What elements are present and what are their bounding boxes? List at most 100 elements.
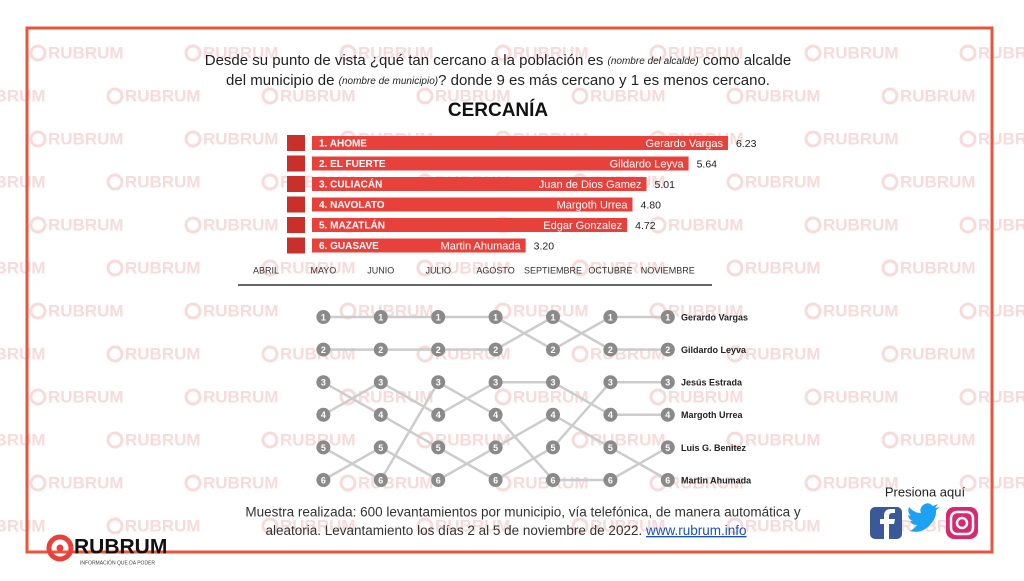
watermark-logo xyxy=(416,87,434,105)
rank-number: 4 xyxy=(608,410,613,420)
watermark-logo xyxy=(804,44,822,62)
watermark: RUBRUM xyxy=(668,473,744,492)
rank-marker xyxy=(660,342,675,357)
rank-number: 2 xyxy=(550,345,555,355)
rank-number: 6 xyxy=(665,475,670,485)
row-icon xyxy=(287,135,305,151)
watermark: RUBRUM xyxy=(823,215,899,234)
rank-marker xyxy=(603,310,618,324)
rank-number: 4 xyxy=(550,410,555,420)
watermark: RUBRUM xyxy=(125,344,201,363)
watermark: RUBRUM xyxy=(435,516,511,535)
series-label: Gildardo Leyva xyxy=(681,345,747,355)
watermark: RUBRUM xyxy=(978,387,1024,406)
watermark-logo xyxy=(959,44,977,62)
row-icon xyxy=(287,196,305,213)
watermark: RUBRUM xyxy=(203,43,279,62)
footer-line2: aleatoria. Levantamiento los días 2 al 5… xyxy=(265,523,746,538)
row-icon xyxy=(287,237,305,254)
watermark-logo xyxy=(106,259,124,277)
series-label: Gerardo Vargas xyxy=(681,312,748,322)
watermark-logo xyxy=(649,388,667,406)
watermark: RUBRUM xyxy=(900,344,976,363)
rank-number: 3 xyxy=(436,378,441,388)
value-label: 5.64 xyxy=(697,158,718,170)
watermark-logo xyxy=(881,345,899,363)
watermark-logo xyxy=(804,130,822,148)
footer-link[interactable]: www.rubrum.info xyxy=(645,523,747,538)
watermark-logo xyxy=(416,259,434,277)
logo-tagline: INFORMACIÓN QUE DA PODER xyxy=(80,559,155,566)
rank-number: 2 xyxy=(321,345,326,355)
social-label: Presiona aquí xyxy=(885,484,966,499)
watermark: RUBRUM xyxy=(590,86,666,105)
rank-number: 2 xyxy=(608,345,613,355)
watermark: RUBRUM xyxy=(435,258,511,277)
watermark: RUBRUM xyxy=(823,43,899,62)
question-line2: del municipio de (nombre de municipio)? … xyxy=(226,72,770,89)
watermark-logo xyxy=(959,130,977,148)
rank-number: 1 xyxy=(493,312,498,322)
watermark: RUBRUM xyxy=(668,301,744,320)
watermark-logo xyxy=(261,345,279,363)
rank-number: 6 xyxy=(436,475,441,485)
watermark: RUBRUM xyxy=(668,43,744,62)
watermark-logo xyxy=(261,517,279,535)
watermark-logo xyxy=(29,474,47,492)
value-label: 5.01 xyxy=(655,179,676,191)
watermark-logo xyxy=(29,44,47,62)
bar xyxy=(312,218,628,232)
rank-marker xyxy=(603,375,618,390)
watermark-logo xyxy=(649,44,667,62)
watermark: RUBRUM xyxy=(203,129,279,148)
watermark-logo xyxy=(106,517,124,535)
watermark-logo xyxy=(804,302,822,320)
instagram-icon[interactable] xyxy=(946,507,978,539)
rank-marker xyxy=(373,407,388,422)
watermark: RUBRUM xyxy=(745,172,821,191)
watermark-logo xyxy=(184,216,202,234)
watermark-logo xyxy=(959,388,977,406)
category-label: 6. GUASAVE xyxy=(319,241,379,252)
rank-marker xyxy=(488,375,503,390)
value-label: 4.80 xyxy=(640,199,661,211)
twitter-icon[interactable] xyxy=(908,503,940,532)
frame xyxy=(25,26,994,554)
watermark: RUBRUM xyxy=(900,172,976,191)
watermark-logo xyxy=(804,216,822,234)
watermark: RUBRUM xyxy=(48,387,124,406)
rank-marker xyxy=(316,440,331,455)
watermark: RUBRUM xyxy=(280,430,356,449)
month-label: JULIO xyxy=(425,265,451,275)
value-label: 4.72 xyxy=(635,220,656,232)
watermark-logo xyxy=(106,173,124,191)
rank-marker xyxy=(488,407,503,422)
watermark: RUBRUM xyxy=(48,301,124,320)
rank-marker xyxy=(546,407,560,422)
rank-number: 5 xyxy=(321,443,326,453)
rank-number: 5 xyxy=(493,443,498,453)
rank-number: 5 xyxy=(608,443,613,453)
rank-number: 6 xyxy=(493,475,498,485)
watermark-logo xyxy=(29,302,47,320)
rank-marker xyxy=(660,473,675,487)
watermark: RUBRUM xyxy=(823,301,899,320)
watermark: RUBRUM xyxy=(280,86,356,105)
watermark: RUBRUM xyxy=(203,301,279,320)
watermark-logo xyxy=(959,474,977,492)
rank-marker xyxy=(660,310,675,324)
rank-number: 1 xyxy=(436,312,441,322)
month-label: NOVIEMBRE xyxy=(641,265,695,275)
watermark: RUBRUM xyxy=(823,473,899,492)
rank-number: 4 xyxy=(378,410,383,420)
month-label: AGOSTO xyxy=(476,265,514,275)
bar xyxy=(312,136,728,150)
watermark: RUBRUM xyxy=(125,86,201,105)
watermark-logo xyxy=(726,173,744,191)
rank-marker xyxy=(488,473,503,487)
watermark: RUBRUM xyxy=(0,172,46,191)
rank-number: 3 xyxy=(550,378,555,388)
watermark: RUBRUM xyxy=(125,516,201,535)
watermark-logo xyxy=(416,517,434,535)
